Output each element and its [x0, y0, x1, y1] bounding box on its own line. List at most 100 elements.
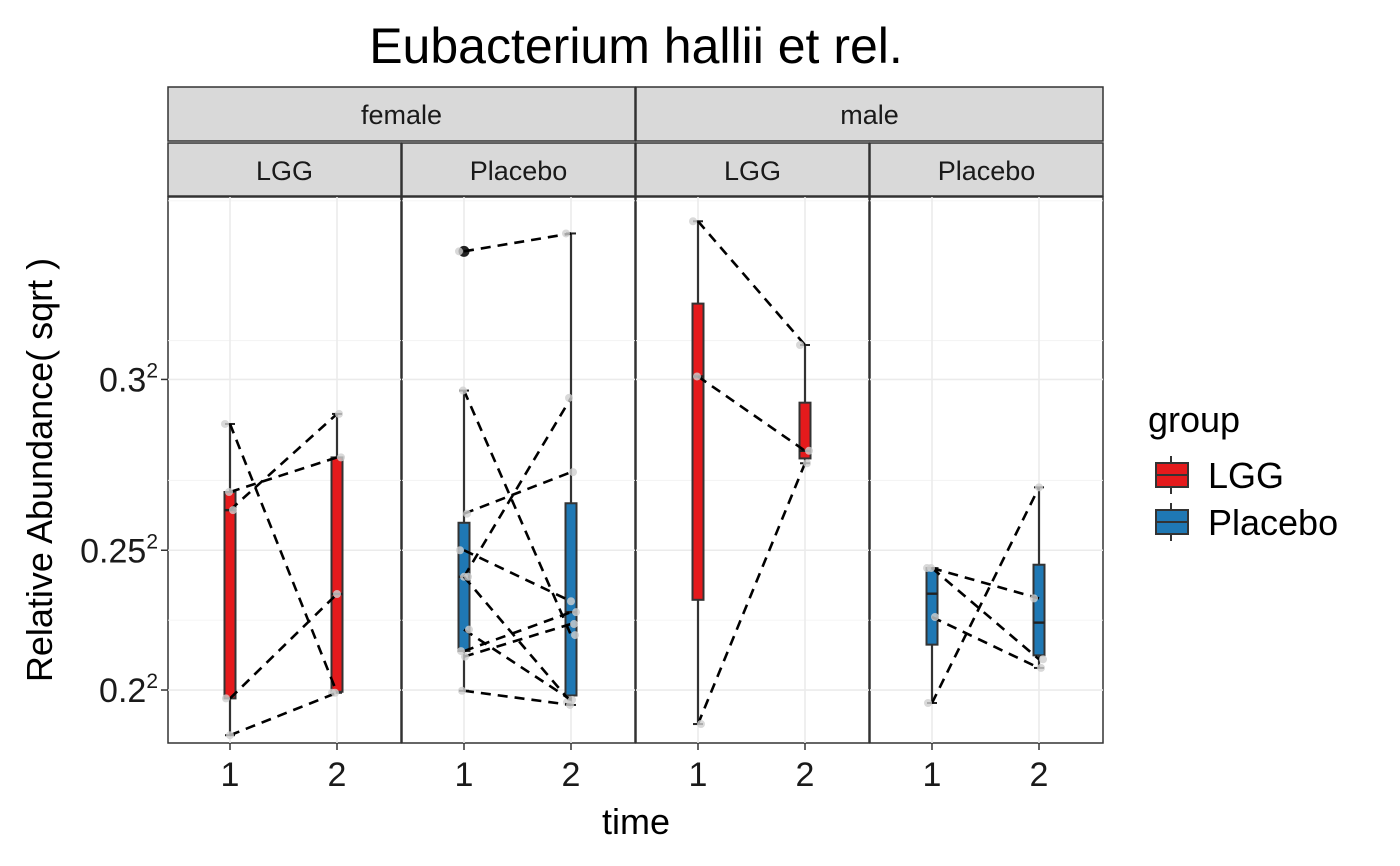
- point-t2-1: [805, 446, 813, 455]
- x-tick-label-1: 1: [923, 756, 942, 794]
- strip-label-placebo: Placebo: [470, 156, 568, 186]
- panel-female-lgg: LGG 1 2: [167, 142, 402, 794]
- y-tick-label-0: 0.22: [99, 670, 158, 710]
- box-iqr: [925, 567, 939, 646]
- pair-line-2: [696, 462, 807, 725]
- point-t2-4: [565, 393, 573, 402]
- pair-line-0: [697, 220, 806, 346]
- legend-item-lgg: LGG: [1155, 455, 1284, 496]
- legend-item-placebo: Placebo: [1155, 502, 1338, 543]
- pair-line-4: [229, 691, 338, 737]
- strip-female-rect: [167, 86, 636, 142]
- point-t1-0: [455, 247, 463, 256]
- point-t1-5: [464, 572, 472, 581]
- pair-line-6: [463, 610, 572, 653]
- point-t2-3: [1035, 483, 1043, 492]
- panel-background: [635, 196, 870, 744]
- x-tick-label-2: 2: [328, 756, 347, 794]
- point-t1-2: [229, 506, 237, 515]
- pair-line-8: [463, 628, 572, 701]
- box-iqr: [223, 491, 237, 700]
- point-t1-1: [693, 372, 701, 381]
- legend-title: group: [1148, 399, 1240, 440]
- strip-female: female: [361, 100, 442, 130]
- point-t2-0: [1030, 594, 1038, 603]
- point-t1-2: [931, 612, 939, 621]
- box-iqr: [798, 401, 812, 460]
- panel-background: [167, 196, 402, 744]
- panel-female-placebo: Placebo 1 2: [401, 142, 636, 794]
- pair-line-2: [931, 615, 1040, 670]
- x-tick-label-1: 1: [455, 756, 474, 794]
- strip-male-rect: [635, 86, 1104, 142]
- point-t1-8: [465, 625, 473, 634]
- point-t1-7: [461, 652, 469, 661]
- facet-panels: LGG 1 2 Placebo 1 2 LGG 1 2 Placebo 1 2: [167, 142, 1104, 794]
- point-t1-2: [697, 720, 705, 729]
- pair-line-2: [463, 470, 572, 515]
- legend-label-lgg: LGG: [1208, 455, 1284, 496]
- pair-line-4: [462, 397, 573, 578]
- point-t2-3: [333, 589, 341, 598]
- pair-line-1: [229, 456, 338, 494]
- x-tick-label-1: 1: [689, 756, 708, 794]
- point-t2-2: [335, 409, 343, 418]
- point-t2-9: [566, 700, 574, 709]
- point-t2-7: [570, 620, 578, 629]
- strip-rect-placebo: [869, 142, 1104, 197]
- panel-background: [401, 196, 636, 744]
- pair-line-0: [463, 232, 572, 253]
- strip-rect-lgg: [635, 142, 870, 197]
- strip-label-lgg: LGG: [724, 156, 781, 186]
- legend-label-placebo: Placebo: [1208, 502, 1338, 543]
- point-t2-0: [562, 229, 570, 238]
- pair-line-2: [229, 412, 338, 512]
- point-t2-1: [337, 453, 345, 462]
- point-t1-0: [689, 217, 697, 226]
- box-time-1: [691, 220, 705, 726]
- point-t1-4: [226, 731, 234, 740]
- box-iqr: [1032, 563, 1046, 657]
- point-t2-2: [803, 459, 811, 468]
- point-t1-1: [459, 386, 467, 395]
- point-t2-1: [571, 631, 579, 640]
- panel-background: [869, 196, 1104, 744]
- pair-line-1: [697, 375, 806, 452]
- y-tick-label-1: 0.252: [80, 530, 158, 570]
- point-t2-3: [567, 597, 575, 606]
- pair-line-3: [229, 593, 338, 700]
- panel-male-placebo: Placebo 1 2: [869, 142, 1104, 794]
- y-axis-title: Relative Abundance( sqrt ): [19, 258, 60, 682]
- strip-label-lgg: LGG: [256, 156, 313, 186]
- point-t1-3: [924, 699, 932, 708]
- y-axis: 0.22 0.252 0.32: [80, 359, 168, 710]
- strip-male: male: [840, 100, 899, 130]
- pair-line-5: [463, 575, 572, 704]
- point-t1-2: [463, 509, 471, 518]
- point-t1-1: [927, 564, 935, 573]
- pair-line-1: [462, 390, 573, 636]
- point-t2-6: [572, 608, 580, 617]
- pair-line-3: [930, 486, 1041, 704]
- pair-line-1: [931, 567, 1040, 661]
- pair-line-0: [931, 566, 1040, 600]
- point-t1-3: [222, 694, 230, 703]
- point-t1-1: [225, 488, 233, 497]
- x-axis-title: time: [602, 801, 670, 842]
- x-tick-label-2: 2: [1030, 756, 1049, 794]
- strip-rect-lgg: [167, 142, 402, 197]
- pair-line-9: [463, 689, 572, 707]
- y-tick-label-2: 0.32: [99, 359, 158, 399]
- box-iqr: [691, 302, 705, 601]
- box-iqr: [330, 456, 344, 693]
- strip-label-placebo: Placebo: [938, 156, 1036, 186]
- point-t1-3: [456, 546, 464, 555]
- point-t2-2: [569, 468, 577, 477]
- point-t2-0: [796, 341, 804, 350]
- point-t1-9: [458, 686, 466, 695]
- x-tick-label-1: 1: [221, 756, 240, 794]
- chart-title: Eubacterium hallii et rel.: [369, 18, 903, 74]
- pair-line-0: [228, 423, 339, 694]
- pair-line-3: [463, 549, 572, 603]
